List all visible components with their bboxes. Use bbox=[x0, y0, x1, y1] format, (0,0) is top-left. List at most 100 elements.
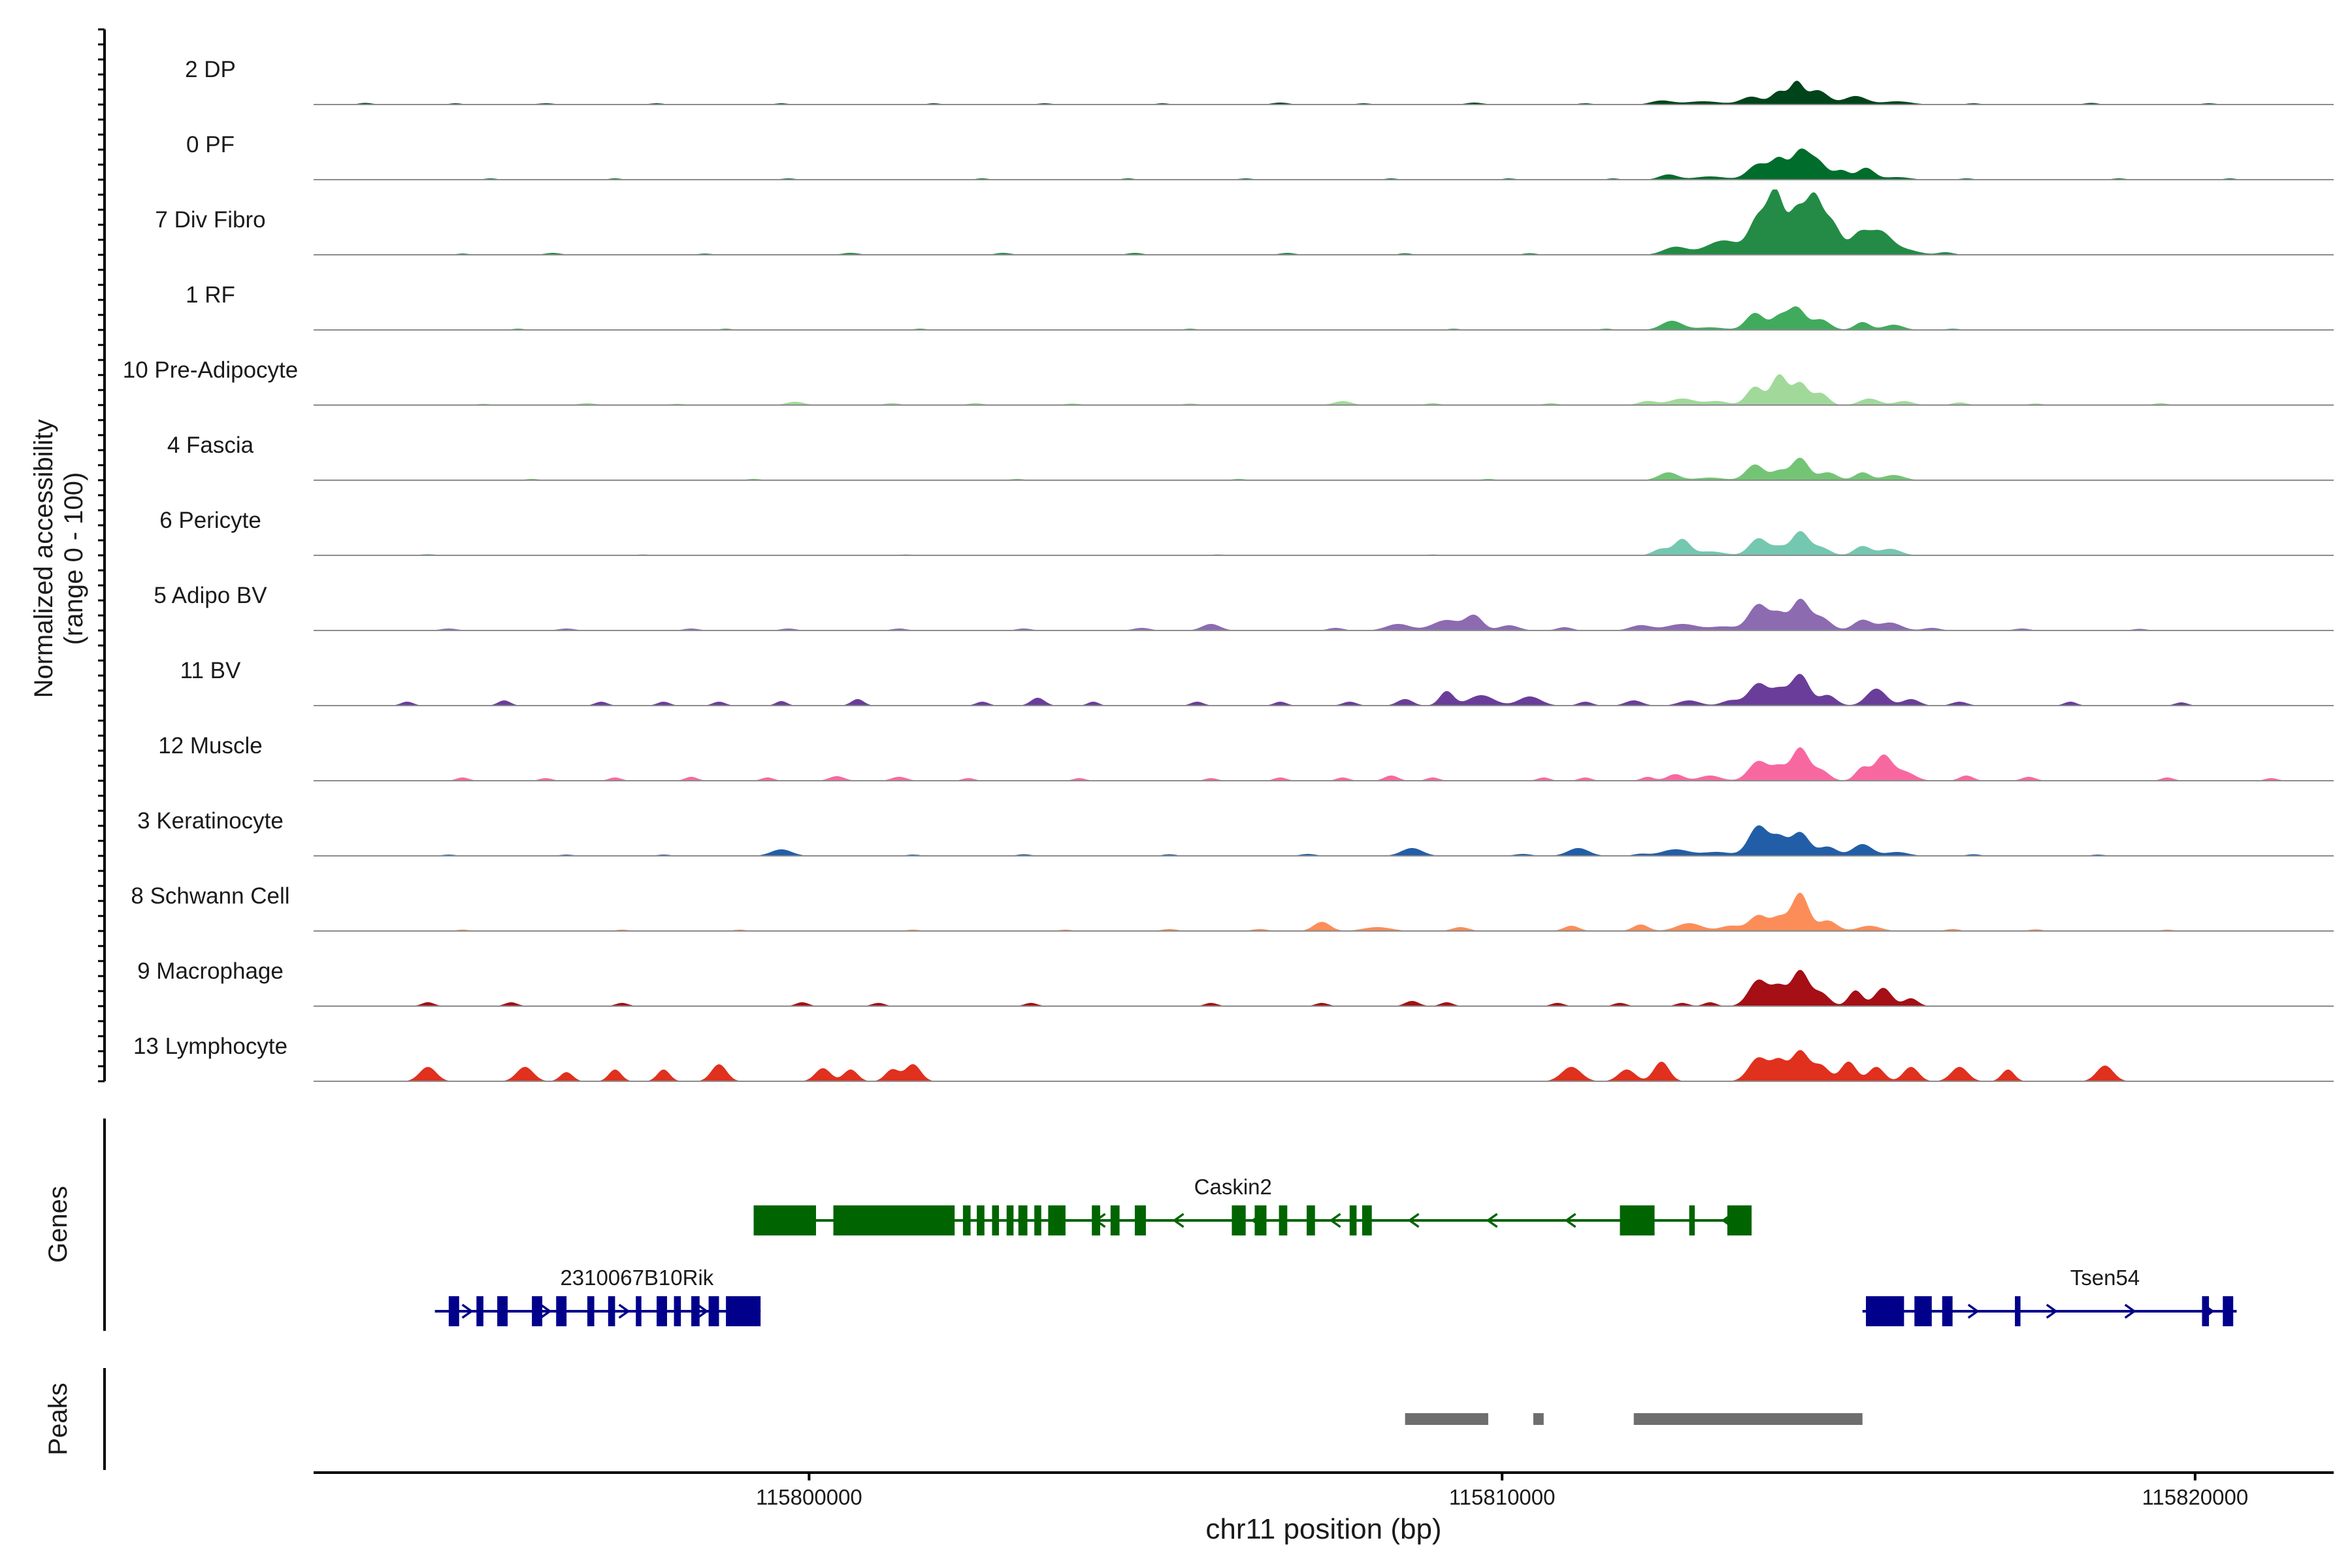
exon-block bbox=[1942, 1296, 1953, 1326]
exon-block bbox=[532, 1296, 543, 1326]
accessibility-tracks: 2 DP 0 PF 7 Div Fibro 1 RF 10 Pre-Adipocyte 4… bbox=[123, 57, 2334, 1082]
exon-block bbox=[2223, 1296, 2234, 1326]
x-axis-ticks: 115800000 115810000 115820000 bbox=[756, 1473, 2248, 1509]
exon-block bbox=[1092, 1205, 1100, 1235]
track-8: 5 Adipo BV bbox=[154, 583, 2334, 631]
track-label: 2 DP bbox=[185, 57, 236, 82]
gene-tsen54: Tsen54 bbox=[1862, 1266, 2237, 1326]
exon-block bbox=[1689, 1205, 1695, 1235]
exon-block bbox=[1254, 1205, 1267, 1235]
x-tick-label: 115800000 bbox=[756, 1485, 862, 1509]
exon-block bbox=[1006, 1205, 1014, 1235]
x-axis-position: 115800000 115810000 115820000 chr11 positi… bbox=[314, 1471, 2334, 1545]
exon-block bbox=[691, 1296, 700, 1326]
peak-region-bar bbox=[1405, 1413, 1488, 1425]
exon-block bbox=[2015, 1296, 2021, 1326]
strand-chevron bbox=[1407, 1213, 1420, 1228]
strand-chevron bbox=[2046, 1303, 2058, 1319]
coverage-area bbox=[314, 674, 2334, 706]
y-axis-minor-ticks bbox=[98, 28, 105, 1083]
exon-block bbox=[476, 1296, 483, 1326]
track-7: 6 Pericyte bbox=[159, 508, 2334, 556]
track-10: 12 Muscle bbox=[158, 733, 2334, 781]
exon-block bbox=[1914, 1296, 1932, 1326]
genes-panel: Genes Caskin2 2310067B10Rik Tsen54 bbox=[44, 1119, 2237, 1331]
strand-chevron bbox=[540, 1303, 552, 1319]
exon-block bbox=[636, 1296, 642, 1326]
gene-2310067b10rik: 2310067B10Rik bbox=[434, 1266, 761, 1326]
exon-block bbox=[657, 1296, 667, 1326]
peak-region-bar bbox=[1633, 1413, 1863, 1425]
coverage-area bbox=[314, 457, 2334, 480]
exon-block bbox=[1727, 1205, 1752, 1235]
strand-chevron bbox=[618, 1303, 630, 1319]
coverage-area bbox=[314, 189, 2334, 255]
genes-panel-title: Genes bbox=[44, 1186, 73, 1263]
strand-chevron bbox=[696, 1303, 709, 1319]
track-label: 12 Muscle bbox=[158, 733, 263, 759]
exon-block bbox=[1232, 1205, 1246, 1235]
y-axis-accessibility: Normalized accessibility (range 0 - 100) bbox=[29, 28, 106, 1083]
track-label: 3 Keratinocyte bbox=[137, 808, 284, 834]
exon-block bbox=[1307, 1205, 1315, 1235]
track-label: 5 Adipo BV bbox=[154, 583, 267, 608]
exon-block bbox=[753, 1205, 817, 1235]
exon-block bbox=[992, 1205, 1000, 1235]
track-13: 9 Macrophage bbox=[137, 958, 2334, 1007]
track-11: 3 Keratinocyte bbox=[137, 808, 2334, 857]
y-axis-title-line2: (range 0 - 100) bbox=[59, 472, 88, 645]
strand-chevron bbox=[2124, 1303, 2136, 1319]
exon-block bbox=[1134, 1205, 1146, 1235]
exon-block bbox=[1349, 1205, 1357, 1235]
coverage-area bbox=[314, 1050, 2334, 1081]
track-4: 1 RF bbox=[186, 282, 2334, 331]
track-3: 7 Div Fibro bbox=[155, 189, 2334, 255]
exon-block bbox=[497, 1296, 508, 1326]
track-label: 6 Pericyte bbox=[159, 508, 261, 533]
exon-block bbox=[1279, 1205, 1288, 1235]
exon-block bbox=[977, 1205, 985, 1235]
peak-region-bar bbox=[1533, 1413, 1544, 1425]
coverage-area bbox=[314, 374, 2334, 405]
coverage-area bbox=[314, 306, 2334, 330]
strand-chevron bbox=[1329, 1213, 1341, 1228]
track-9: 11 BV bbox=[180, 658, 2334, 706]
peaks-panel-title: Peaks bbox=[44, 1382, 73, 1455]
exon-block bbox=[448, 1296, 459, 1326]
track-label: 11 BV bbox=[180, 658, 241, 683]
track-6: 4 Fascia bbox=[167, 433, 2334, 481]
coverage-area bbox=[314, 747, 2334, 781]
gene-label: Tsen54 bbox=[2070, 1266, 2140, 1290]
track-label: 13 Lymphocyte bbox=[133, 1034, 287, 1059]
track-label: 1 RF bbox=[186, 282, 235, 308]
coverage-area bbox=[314, 892, 2334, 931]
coverage-area bbox=[314, 598, 2334, 630]
exon-block bbox=[1034, 1205, 1041, 1235]
track-label: 4 Fascia bbox=[167, 433, 254, 458]
exon-block bbox=[556, 1296, 567, 1326]
strand-chevron bbox=[1967, 1303, 1980, 1319]
track-12: 8 Schwann Cell bbox=[131, 883, 2334, 932]
x-tick-label: 115810000 bbox=[1449, 1485, 1556, 1509]
gene-label: Caskin2 bbox=[1194, 1175, 1272, 1199]
track-14: 13 Lymphocyte bbox=[133, 1034, 2334, 1082]
gene-caskin2: Caskin2 bbox=[753, 1175, 1752, 1235]
coverage-area bbox=[314, 531, 2334, 555]
track-2: 0 PF bbox=[186, 132, 2334, 180]
exon-block bbox=[1048, 1205, 1066, 1235]
track-1: 2 DP bbox=[185, 57, 2334, 105]
coverage-area bbox=[314, 80, 2334, 105]
exon-block bbox=[833, 1205, 955, 1235]
strand-chevron bbox=[1486, 1213, 1498, 1228]
track-label: 9 Macrophage bbox=[137, 958, 284, 984]
track-5: 10 Pre-Adipocyte bbox=[123, 357, 2334, 406]
track-label: 7 Div Fibro bbox=[155, 207, 265, 233]
coverage-area bbox=[314, 825, 2334, 856]
track-label: 0 PF bbox=[186, 132, 235, 157]
coverage-area bbox=[314, 148, 2334, 180]
exon-block bbox=[1866, 1296, 1904, 1326]
track-label: 10 Pre-Adipocyte bbox=[123, 357, 298, 383]
exon-block bbox=[726, 1296, 761, 1326]
track-label: 8 Schwann Cell bbox=[131, 883, 289, 909]
strand-chevron bbox=[461, 1303, 474, 1319]
